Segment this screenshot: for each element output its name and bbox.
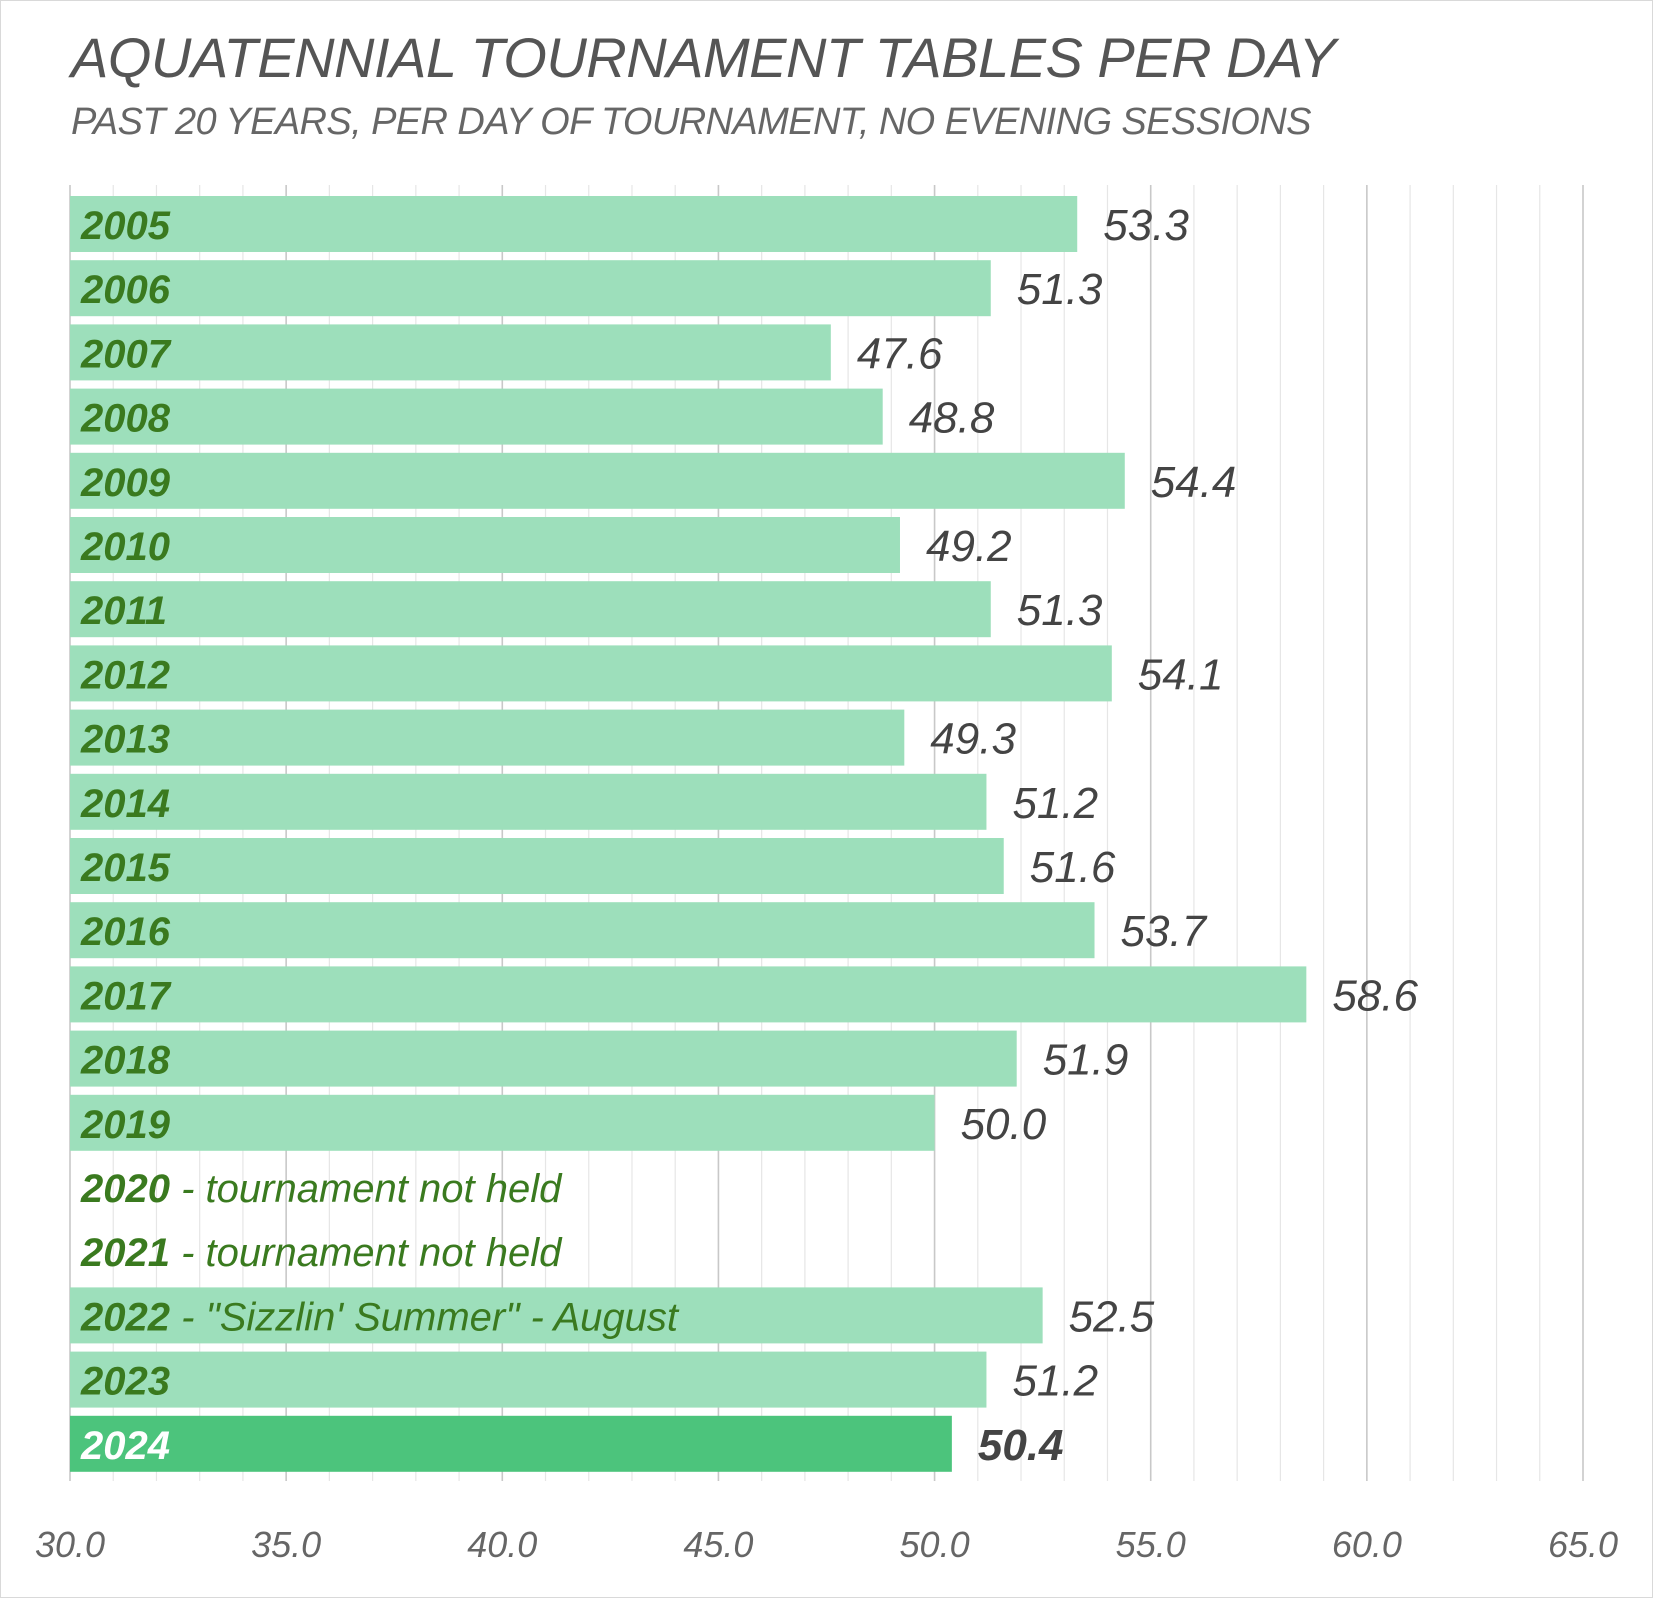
x-tick-label: 30.0 xyxy=(35,1524,105,1565)
bar xyxy=(70,1351,987,1408)
data-label: 50.4 xyxy=(978,1421,1064,1470)
category-year: 2014 xyxy=(80,782,170,826)
bar xyxy=(70,1415,952,1472)
chart-title: AQUATENNIAL TOURNAMENT TABLES PER DAY xyxy=(71,26,1336,89)
category-label: 2022 - "Sizzlin' Summer" - August xyxy=(80,1295,680,1339)
category-label: 2018 xyxy=(80,1039,171,1083)
category-year: 2007 xyxy=(80,332,172,376)
category-note: - tournament not held xyxy=(170,1231,563,1275)
category-note: - "Sizzlin' Summer" - August xyxy=(170,1295,680,1339)
data-label: 47.6 xyxy=(857,329,943,378)
data-label: 53.7 xyxy=(1121,907,1208,956)
data-label: 50.0 xyxy=(961,1100,1047,1149)
category-label: 2007 xyxy=(80,332,172,376)
data-label: 49.3 xyxy=(930,715,1016,764)
x-tick-label: 40.0 xyxy=(467,1524,537,1565)
category-year: 2022 xyxy=(80,1295,170,1339)
category-label: 2006 xyxy=(80,268,171,312)
category-year: 2013 xyxy=(80,718,170,762)
data-label: 51.9 xyxy=(1043,1036,1129,1085)
data-label: 51.2 xyxy=(1012,779,1098,828)
bar xyxy=(70,1287,1043,1344)
category-label: 2005 xyxy=(80,204,171,248)
data-label: 48.8 xyxy=(909,394,995,443)
bar xyxy=(70,581,991,638)
x-tick-label: 55.0 xyxy=(1116,1524,1186,1565)
bar xyxy=(70,709,905,766)
category-label: 2015 xyxy=(80,846,171,890)
category-year: 2021 xyxy=(80,1231,170,1275)
data-label: 58.6 xyxy=(1332,971,1418,1020)
category-year: 2023 xyxy=(80,1360,170,1404)
category-label: 2013 xyxy=(80,718,170,762)
x-tick-label: 60.0 xyxy=(1332,1524,1402,1565)
data-label: 51.2 xyxy=(1012,1357,1098,1406)
category-year: 2015 xyxy=(80,846,171,890)
bar xyxy=(70,838,1004,894)
category-year: 2012 xyxy=(80,653,170,697)
category-year: 2016 xyxy=(80,910,171,954)
category-year: 2008 xyxy=(80,397,171,441)
category-year: 2024 xyxy=(80,1424,170,1468)
data-label: 54.1 xyxy=(1138,650,1224,699)
category-note: - tournament not held xyxy=(170,1167,563,1211)
bar xyxy=(70,452,1125,509)
data-label: 51.3 xyxy=(1017,586,1103,635)
data-label: 49.2 xyxy=(926,522,1012,571)
category-label: 2021 - tournament not held xyxy=(80,1231,563,1275)
category-label: 2009 xyxy=(80,461,171,505)
category-label: 2014 xyxy=(80,782,170,826)
bar xyxy=(70,388,883,445)
x-tick-label: 50.0 xyxy=(900,1524,970,1565)
category-label: 2008 xyxy=(80,397,171,441)
category-label: 2024 xyxy=(80,1424,170,1468)
category-year: 2005 xyxy=(80,204,171,248)
bar xyxy=(70,517,900,573)
data-label: 53.3 xyxy=(1103,201,1189,250)
bar xyxy=(70,324,831,381)
category-year: 2017 xyxy=(80,974,172,1018)
chart-subtitle: PAST 20 YEARS, PER DAY OF TOURNAMENT, NO… xyxy=(71,101,1311,143)
category-label: 2020 - tournament not held xyxy=(80,1167,563,1211)
category-label: 2023 xyxy=(80,1360,170,1404)
category-label: 2019 xyxy=(80,1103,171,1147)
bar xyxy=(70,260,991,317)
category-year: 2011 xyxy=(80,589,167,633)
category-label: 2017 xyxy=(80,974,172,1018)
bar xyxy=(70,196,1078,252)
bar xyxy=(70,1030,1017,1087)
bar xyxy=(70,966,1307,1023)
data-label: 51.3 xyxy=(1017,265,1103,314)
data-label: 51.6 xyxy=(1030,843,1116,892)
category-label: 2011 xyxy=(80,589,167,633)
category-year: 2010 xyxy=(80,525,170,569)
bar xyxy=(70,773,987,830)
category-label: 2010 xyxy=(80,525,170,569)
category-year: 2018 xyxy=(80,1039,171,1083)
category-year: 2009 xyxy=(80,461,171,505)
x-tick-label: 35.0 xyxy=(251,1524,321,1565)
data-label: 54.4 xyxy=(1151,458,1237,507)
bar xyxy=(70,902,1095,959)
category-label: 2016 xyxy=(80,910,171,954)
category-year: 2019 xyxy=(80,1103,171,1147)
data-label: 52.5 xyxy=(1069,1292,1155,1341)
bar xyxy=(70,645,1112,702)
category-year: 2006 xyxy=(80,268,171,312)
bar xyxy=(70,1094,935,1151)
x-tick-label: 65.0 xyxy=(1548,1524,1618,1565)
category-label: 2012 xyxy=(80,653,170,697)
x-tick-label: 45.0 xyxy=(683,1524,753,1565)
category-year: 2020 xyxy=(80,1167,170,1211)
